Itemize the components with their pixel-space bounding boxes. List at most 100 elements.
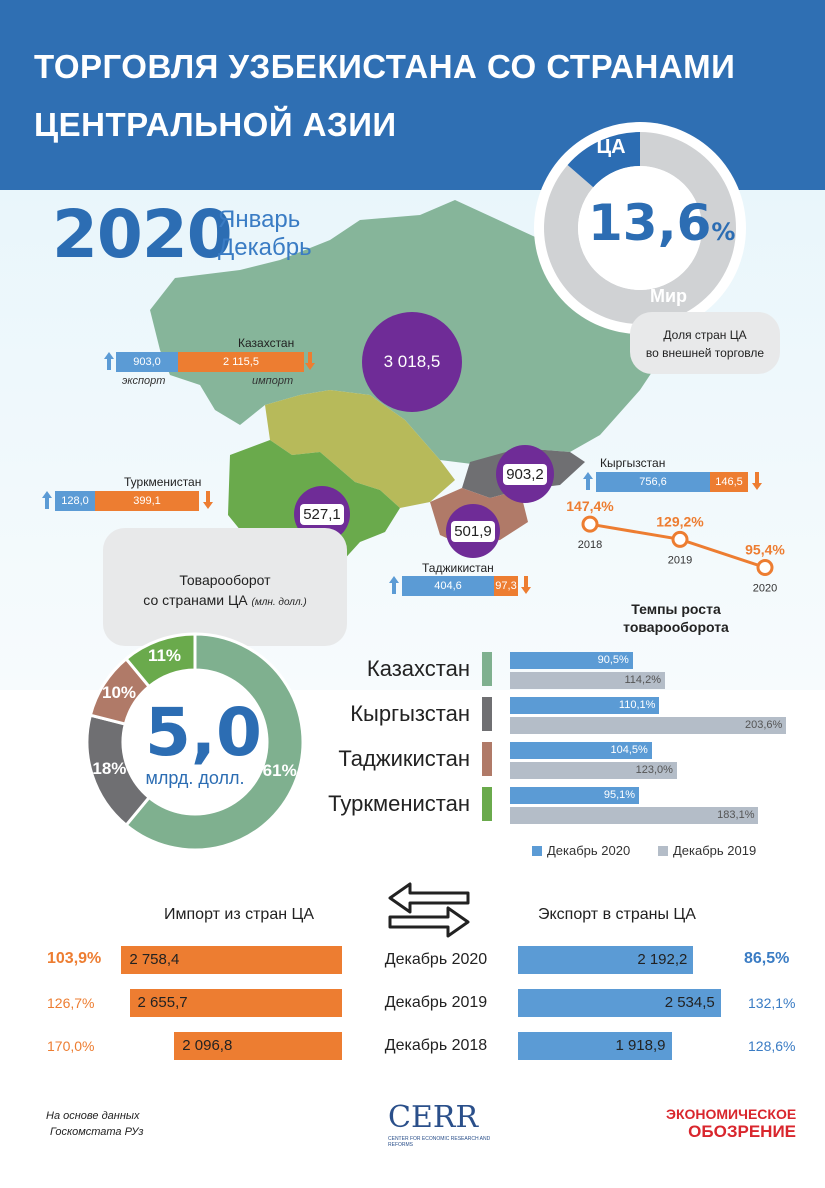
tajikistan-export: 404,6 <box>402 576 494 596</box>
page-title-line1: ТОРГОВЛЯ УЗБЕКИСТАНА СО СТРАНАМИ <box>34 48 736 85</box>
ca-share-arc <box>567 132 640 188</box>
growth-title-line2: товарооборота <box>623 619 729 635</box>
growth-bar: 203,6% <box>510 717 787 734</box>
legend-swatch-2020 <box>532 846 542 856</box>
growth-point <box>671 530 689 548</box>
turnover-note-unit: (млн. долл.) <box>251 597 307 608</box>
turnover-note-line1: Товарооборот <box>179 572 271 588</box>
eo-line2: ОБОЗРЕНИЕ <box>688 1122 796 1141</box>
country-color-marker <box>482 742 492 776</box>
period-months: Январь Декабрь <box>218 206 312 262</box>
turnover-note-line2: со странами ЦА (млн. долл.) <box>110 590 340 613</box>
export-title: Экспорт в страны ЦА <box>538 906 696 923</box>
period-label: Декабрь 2020 <box>384 951 488 968</box>
kazakhstan-turnover: 3 018,5 <box>383 352 441 371</box>
page-title-line2: ЦЕНТРАЛЬНОЙ АЗИИ <box>34 106 397 143</box>
export-growth: 86,5% <box>744 950 790 967</box>
kyrgyzstan-turnover-bubble: 903,2 <box>496 445 554 503</box>
donut-slice-label: 10% <box>101 682 137 702</box>
export-growth: 128,6% <box>748 1038 796 1054</box>
country-label: Туркменистан <box>328 791 470 816</box>
growth-point <box>581 515 599 533</box>
growth-point <box>756 559 774 576</box>
share-note: Доля стран ЦА во внешней торговле <box>640 326 770 362</box>
period-label: Декабрь 2018 <box>384 1037 488 1054</box>
source-line2: Госкомстата РУз <box>50 1126 144 1138</box>
donut-center-unit: млрд. долл. <box>145 768 245 788</box>
donut-center-value: 5,0 <box>145 694 262 771</box>
legend-swatch-2019 <box>658 846 668 856</box>
turkmenistan-export: 128,0 <box>55 491 95 511</box>
country-color-marker <box>482 787 492 821</box>
import-arrow-icon <box>752 472 762 490</box>
country-color-marker <box>482 697 492 731</box>
world-label: Мир <box>650 286 688 306</box>
import-growth: 126,7% <box>47 995 95 1011</box>
tajikistan-label: Таджикистан <box>422 561 494 575</box>
kazakhstan-turnover-bubble: 3 018,5 <box>362 312 462 412</box>
growth-bar: 104,5% <box>510 742 652 759</box>
growth-year-label: 2018 <box>578 539 602 551</box>
growth-bar: 114,2% <box>510 672 665 689</box>
donut-slice-label: 61% <box>262 761 297 781</box>
cerr-logo: CERR <box>388 1100 479 1135</box>
tajikistan-import: 97,3 <box>494 576 518 596</box>
import-title: Импорт из стран ЦА <box>164 906 315 923</box>
growth-year-label: 2019 <box>668 554 692 566</box>
kyrgyzstan-turnover: 903,2 <box>503 463 547 485</box>
country-label: Казахстан <box>366 656 470 681</box>
year-label: 2020 <box>52 196 233 273</box>
import-bar: 2 758,4 <box>121 946 342 974</box>
month-to: Декабрь <box>218 234 312 261</box>
period-label: Декабрь 2019 <box>384 994 488 1011</box>
turnover-share-donut <box>85 632 305 852</box>
import-caption: импорт <box>252 375 294 387</box>
growth-point-label: 147,4% <box>566 500 614 514</box>
world-share-donut <box>534 122 746 334</box>
exchange-arrows-icon <box>388 882 470 938</box>
growth-bar: 90,5% <box>510 652 633 669</box>
export-arrow-icon <box>42 491 52 509</box>
country-label: Кыргызстан <box>350 701 470 726</box>
turnover-note-box <box>103 528 347 646</box>
export-caption: экспорт <box>122 375 166 387</box>
turnover-note: Товарооборот со странами ЦА (млн. долл.) <box>110 570 340 613</box>
export-bar: 2 192,2 <box>518 946 694 974</box>
import-growth: 103,9% <box>47 950 102 967</box>
kazakhstan-label: Казахстан <box>238 336 295 350</box>
import-bar: 2 655,7 <box>129 989 342 1017</box>
ca-share-label: ЦА <box>596 136 626 158</box>
legend-2019: Декабрь 2019 <box>673 843 757 858</box>
donut-hole <box>578 166 702 290</box>
growth-point-label: 129,2% <box>656 513 704 529</box>
kyrgyzstan-label: Кыргызстан <box>600 456 666 470</box>
growth-point-label: 95,4% <box>745 542 785 558</box>
export-bar: 1 918,9 <box>518 1032 672 1060</box>
donut-hole <box>123 670 267 814</box>
eo-line1: ЭКОНОМИЧЕСКОЕ <box>666 1106 797 1122</box>
turkmenistan-turnover: 527,1 <box>300 503 344 525</box>
growth-year-label: 2020 <box>753 583 777 595</box>
export-arrow-icon <box>389 576 399 594</box>
export-bar: 2 534,5 <box>518 989 721 1017</box>
tajikistan-turnover-bubble: 501,9 <box>446 504 500 558</box>
world-share-number: 13,6 <box>588 194 712 252</box>
country-color-marker <box>482 652 492 686</box>
source-note: На основе данных Госкомстата РУз <box>46 1108 143 1140</box>
legend-2020: Декабрь 2020 <box>547 843 631 858</box>
share-note-line2: во внешней торговле <box>645 346 765 360</box>
turkmenistan-label: Туркменистан <box>124 475 202 489</box>
growth-title-line1: Темпы роста <box>631 601 721 617</box>
growth-title: Темпы роста товарооборота <box>606 600 746 636</box>
kyrgyzstan-export: 756,6 <box>596 472 710 492</box>
import-arrow-icon <box>521 576 531 594</box>
cerr-subtitle: CENTER FOR ECONOMIC RESEARCH AND REFORMS <box>388 1136 491 1148</box>
share-note-line1: Доля стран ЦА <box>663 328 747 342</box>
growth-line-chart: 147,4% 2018 129,2% 2019 95,4% 2020 <box>566 500 785 595</box>
growth-bar: 183,1% <box>510 807 759 824</box>
import-growth: 170,0% <box>47 1038 95 1054</box>
growth-bar: 110,1% <box>510 697 660 714</box>
export-arrow-icon <box>583 472 593 490</box>
share-note-box <box>630 312 780 374</box>
